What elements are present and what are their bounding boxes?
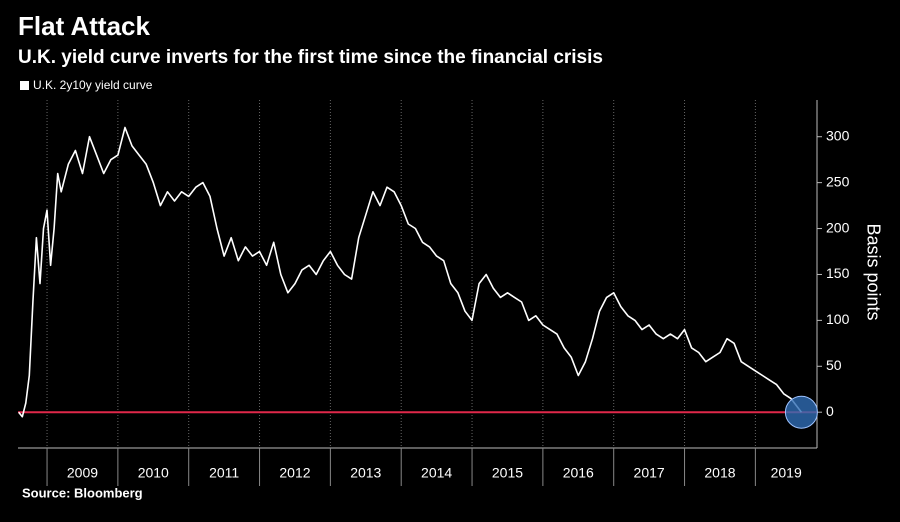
x-tick-label: 2016 xyxy=(563,465,594,481)
highlight-circle xyxy=(784,395,818,429)
x-tick-label: 2015 xyxy=(492,465,523,481)
y-tick-label: 100 xyxy=(826,311,850,327)
y-tick-label: 250 xyxy=(826,173,850,189)
line-series xyxy=(18,126,803,418)
y-tick-label: 150 xyxy=(826,265,850,281)
x-tick-label: 2017 xyxy=(634,465,665,481)
y-tick-label: 200 xyxy=(826,219,850,235)
y-tick-label: 50 xyxy=(826,357,842,373)
x-tick-label: 2018 xyxy=(704,465,735,481)
x-tick-label: 2014 xyxy=(421,465,452,481)
y-tick-label: 300 xyxy=(826,127,850,143)
chart-subtitle: U.K. yield curve inverts for the first t… xyxy=(18,47,603,68)
x-tick-label: 2011 xyxy=(209,465,239,481)
x-tick-label: 2009 xyxy=(67,465,98,481)
chart-title: Flat Attack xyxy=(18,11,150,41)
x-tick-label: 2012 xyxy=(279,465,310,481)
y-axis-label: Basis points xyxy=(863,223,883,320)
source: Source: Bloomberg xyxy=(22,485,143,500)
y-tick-label: 0 xyxy=(826,403,834,419)
x-tick-label: 2013 xyxy=(350,465,381,481)
legend-swatch xyxy=(20,81,29,90)
x-tick-label: 2019 xyxy=(771,465,802,481)
x-tick-label: 2010 xyxy=(138,465,169,481)
legend-label: U.K. 2y10y yield curve xyxy=(33,78,153,92)
